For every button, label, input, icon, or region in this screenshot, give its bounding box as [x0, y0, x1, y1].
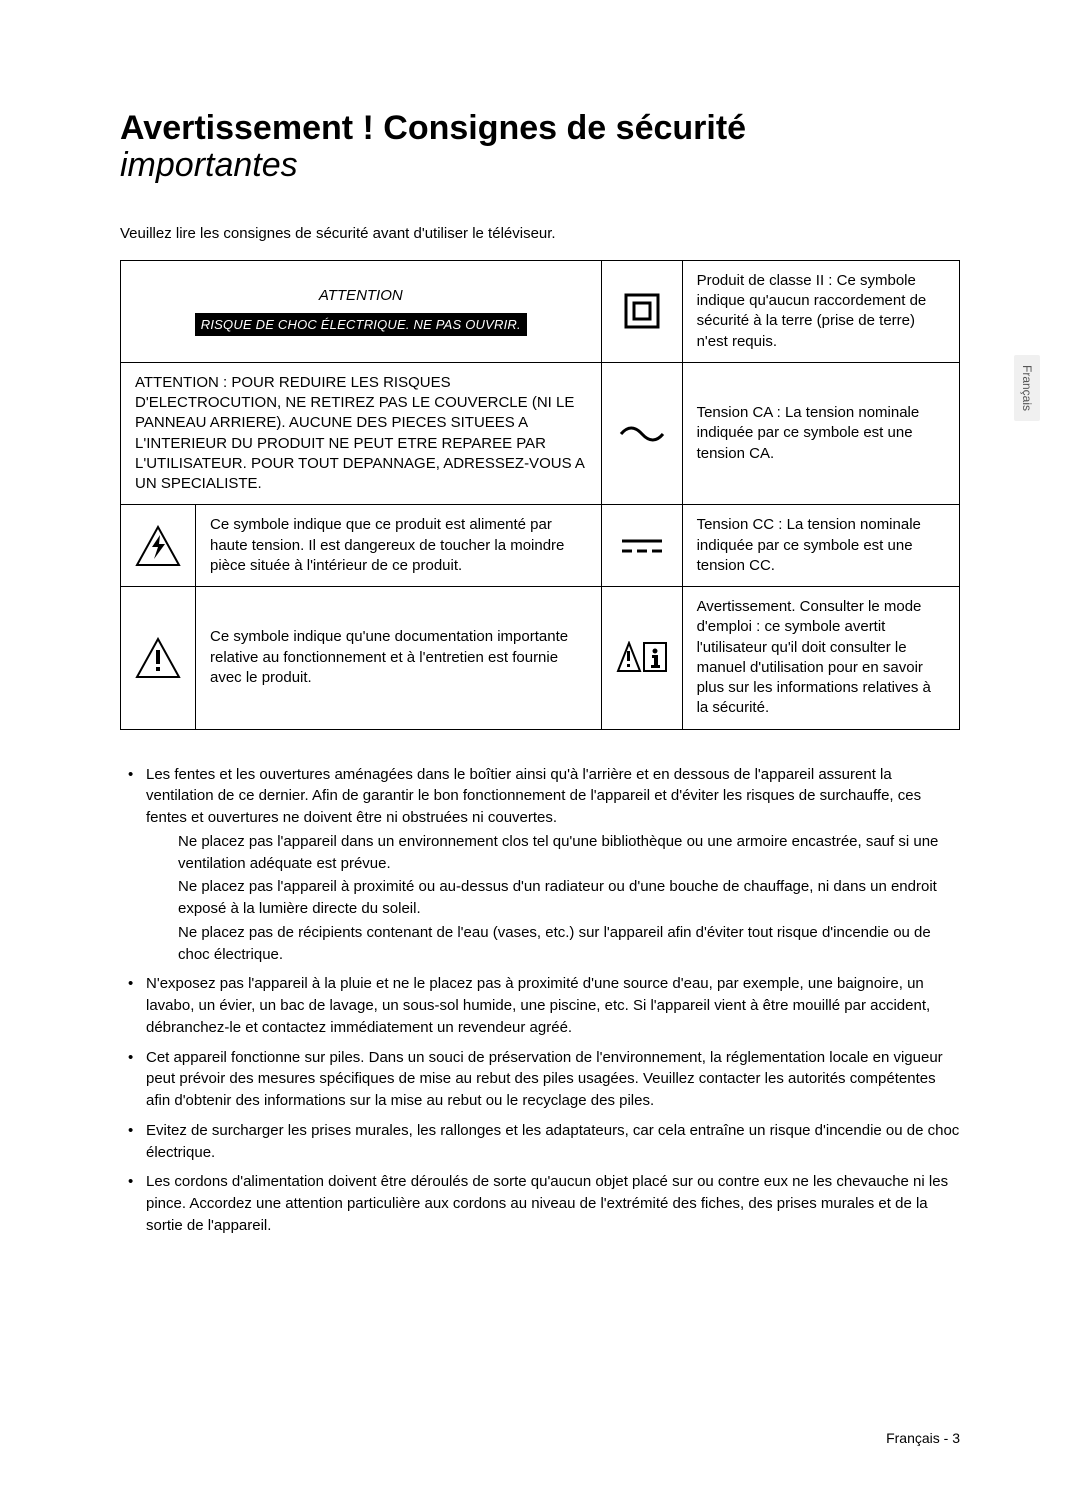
list-item: Ne placez pas de récipients contenant de… — [178, 922, 960, 966]
manual-icon-cell — [601, 587, 682, 730]
page-footer: Français - 3 — [886, 1430, 960, 1446]
bullet-text: Les fentes et les ouvertures aménagées d… — [146, 766, 921, 827]
table-row: Ce symbole indique qu'une documentation … — [121, 587, 960, 730]
class2-icon-cell — [601, 260, 682, 362]
page-title-block: Avertissement ! Consignes de sécurité im… — [120, 110, 960, 185]
list-item: Cet appareil fonctionne sur piles. Dans … — [142, 1047, 960, 1112]
safety-table: ATTENTION RISQUE DE CHOC ÉLECTRIQUE. NE … — [120, 260, 960, 730]
table-row: ATTENTION : POUR REDUIRE LES RISQUES D'E… — [121, 362, 960, 505]
attention-title: ATTENTION — [135, 286, 587, 306]
hv-text: Ce symbole indique que ce produit est al… — [196, 505, 602, 587]
sub-list: Ne placez pas l'appareil dans un environ… — [146, 831, 960, 966]
class2-text: Produit de classe II : Ce symbole indiqu… — [682, 260, 959, 362]
high-voltage-icon — [135, 525, 181, 567]
list-item: N'exposez pas l'appareil à la pluie et n… — [142, 973, 960, 1038]
manual-icon — [616, 641, 668, 675]
dc-icon-cell — [601, 505, 682, 587]
exclamation-triangle-icon — [135, 637, 181, 679]
doc-text: Ce symbole indique qu'une documentation … — [196, 587, 602, 730]
intro-text: Veuillez lire les consignes de sécurité … — [120, 225, 960, 242]
attention-header-cell: ATTENTION RISQUE DE CHOC ÉLECTRIQUE. NE … — [121, 260, 602, 362]
ac-text: Tension CA : La tension nominale indiqué… — [682, 362, 959, 505]
ac-icon — [619, 424, 665, 444]
doc-icon-cell — [121, 587, 196, 730]
dc-text: Tension CC : La tension nominale indiqué… — [682, 505, 959, 587]
table-row: ATTENTION RISQUE DE CHOC ÉLECTRIQUE. NE … — [121, 260, 960, 362]
list-item: Les cordons d'alimentation doivent être … — [142, 1171, 960, 1236]
dc-icon — [619, 537, 665, 555]
attention-bar: RISQUE DE CHOC ÉLECTRIQUE. NE PAS OUVRIR… — [195, 313, 527, 337]
caution-text-cell: ATTENTION : POUR REDUIRE LES RISQUES D'E… — [121, 362, 602, 505]
bullet-list: Les fentes et les ouvertures aménagées d… — [120, 764, 960, 1237]
hv-icon-cell — [121, 505, 196, 587]
table-row: Ce symbole indique que ce produit est al… — [121, 505, 960, 587]
list-item: Evitez de surcharger les prises murales,… — [142, 1120, 960, 1164]
list-item: Ne placez pas l'appareil à proximité ou … — [178, 876, 960, 920]
ac-icon-cell — [601, 362, 682, 505]
manual-text: Avertissement. Consulter le mode d'emplo… — [682, 587, 959, 730]
title-italic: importantes — [120, 146, 298, 184]
title-bold: Avertissement ! Consignes de sécurité — [120, 109, 746, 147]
list-item: Ne placez pas l'appareil dans un environ… — [178, 831, 960, 875]
class2-icon — [622, 291, 662, 331]
language-tab: Français — [1014, 355, 1040, 421]
list-item: Les fentes et les ouvertures aménagées d… — [142, 764, 960, 966]
